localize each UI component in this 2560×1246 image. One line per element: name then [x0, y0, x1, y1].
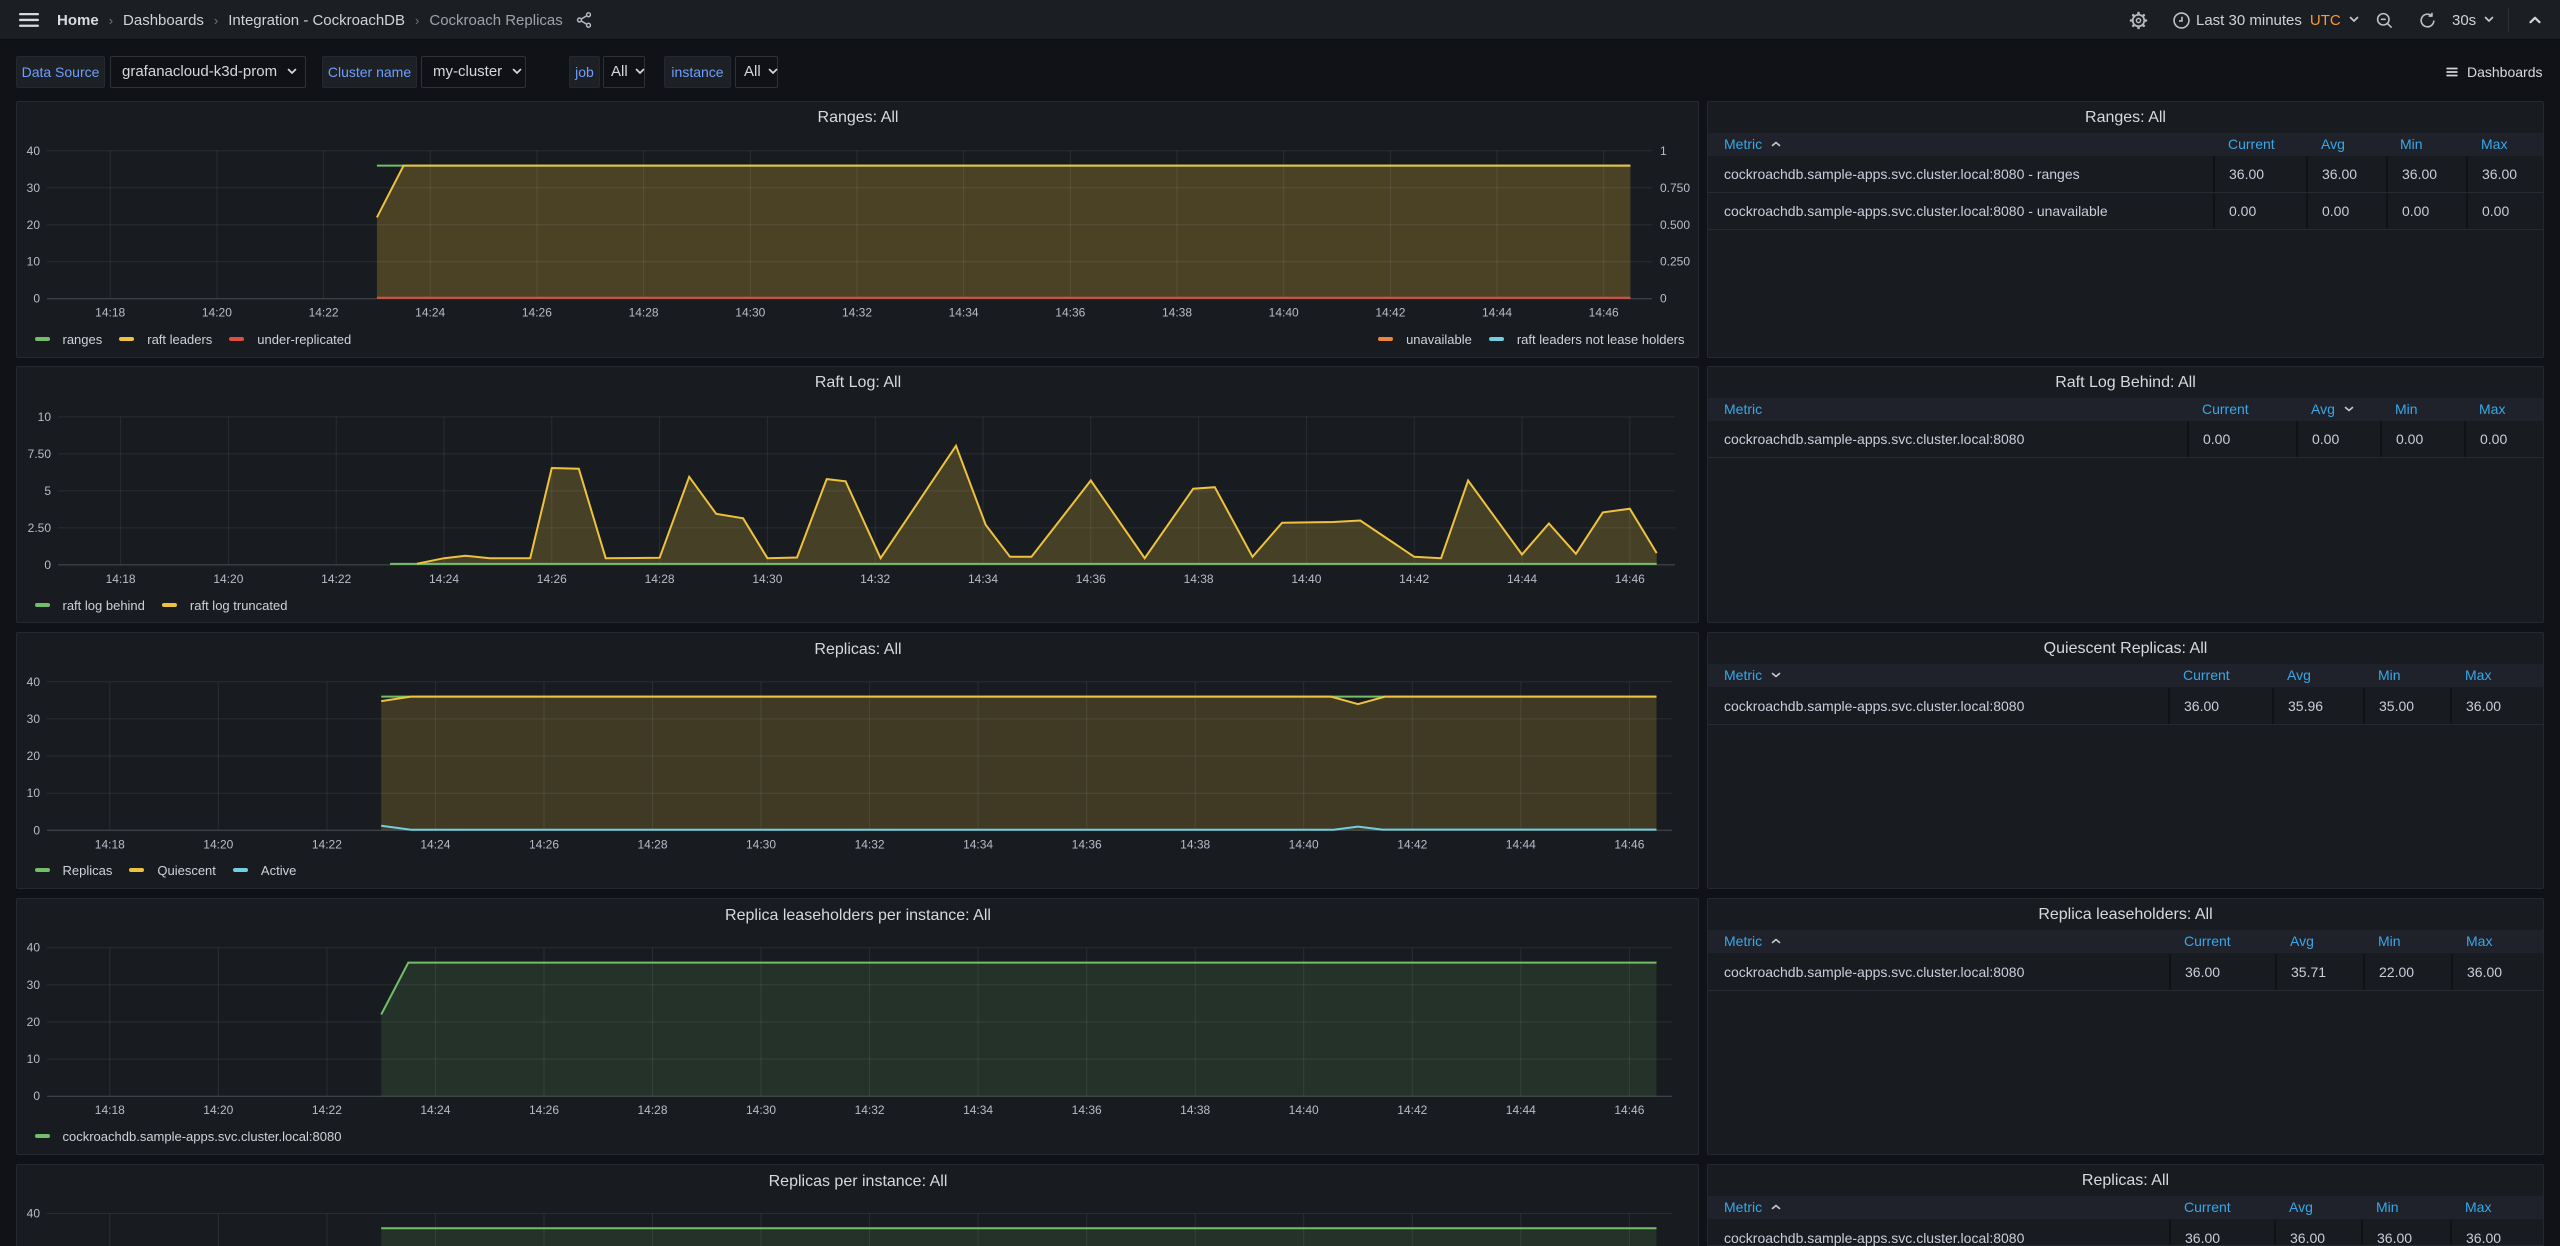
svg-text:14:26: 14:26 [537, 572, 567, 586]
svg-text:Raft Log: All: Raft Log: All [815, 374, 901, 391]
svg-text:14:46: 14:46 [1614, 1103, 1644, 1117]
svg-text:0: 0 [1660, 292, 1667, 306]
svg-text:14:36: 14:36 [1072, 1103, 1102, 1117]
svg-text:40: 40 [27, 674, 41, 688]
svg-text:0: 0 [33, 292, 40, 306]
svg-text:14:36: 14:36 [1072, 837, 1102, 851]
svg-text:14:36: 14:36 [1076, 572, 1106, 586]
svg-text:1: 1 [1660, 144, 1667, 158]
svg-text:14:42: 14:42 [1397, 837, 1427, 851]
svg-text:14:40: 14:40 [1291, 572, 1321, 586]
svg-text:0.500: 0.500 [1660, 218, 1690, 232]
svg-text:20: 20 [27, 749, 41, 763]
svg-text:Replicas per instance: All: Replicas per instance: All [769, 1173, 948, 1190]
svg-text:14:32: 14:32 [855, 837, 885, 851]
svg-text:14:32: 14:32 [842, 306, 872, 320]
svg-text:14:44: 14:44 [1506, 1103, 1536, 1117]
svg-text:14:30: 14:30 [746, 1103, 776, 1117]
svg-text:0: 0 [44, 558, 51, 572]
svg-text:40: 40 [27, 144, 41, 158]
svg-text:Replicas: All: Replicas: All [814, 641, 901, 658]
svg-text:5: 5 [44, 484, 51, 498]
svg-text:14:30: 14:30 [746, 837, 776, 851]
svg-text:14:20: 14:20 [202, 306, 232, 320]
svg-text:14:24: 14:24 [415, 306, 445, 320]
svg-text:0: 0 [33, 823, 40, 837]
svg-text:14:34: 14:34 [963, 1103, 993, 1117]
svg-text:0.750: 0.750 [1660, 181, 1690, 195]
svg-text:14:32: 14:32 [855, 1103, 885, 1117]
svg-text:14:36: 14:36 [1055, 306, 1085, 320]
svg-text:0.250: 0.250 [1660, 255, 1690, 269]
svg-text:14:22: 14:22 [312, 1103, 342, 1117]
svg-text:Ranges: All: Ranges: All [818, 109, 899, 126]
svg-text:14:38: 14:38 [1180, 1103, 1210, 1117]
svg-text:14:46: 14:46 [1615, 572, 1645, 586]
svg-text:40: 40 [27, 1206, 41, 1220]
svg-text:14:22: 14:22 [312, 837, 342, 851]
svg-text:14:18: 14:18 [95, 837, 125, 851]
svg-text:7.50: 7.50 [28, 447, 52, 461]
svg-text:2.50: 2.50 [28, 521, 52, 535]
svg-text:10: 10 [27, 255, 41, 269]
svg-text:14:28: 14:28 [637, 837, 667, 851]
svg-text:10: 10 [38, 410, 52, 424]
svg-text:14:46: 14:46 [1614, 837, 1644, 851]
svg-text:14:32: 14:32 [860, 572, 890, 586]
svg-text:30: 30 [27, 711, 41, 725]
svg-text:10: 10 [27, 1052, 41, 1066]
svg-text:14:28: 14:28 [637, 1103, 667, 1117]
svg-text:14:30: 14:30 [752, 572, 782, 586]
svg-text:14:34: 14:34 [949, 306, 979, 320]
svg-text:14:42: 14:42 [1397, 1103, 1427, 1117]
svg-text:14:46: 14:46 [1589, 306, 1619, 320]
svg-text:14:18: 14:18 [95, 306, 125, 320]
svg-text:40: 40 [27, 940, 41, 954]
svg-text:14:22: 14:22 [309, 306, 339, 320]
svg-text:14:26: 14:26 [529, 1103, 559, 1117]
svg-text:14:30: 14:30 [735, 306, 765, 320]
svg-text:Replica leaseholders per insta: Replica leaseholders per instance: All [725, 907, 991, 924]
svg-text:14:24: 14:24 [429, 572, 459, 586]
svg-text:10: 10 [27, 786, 41, 800]
svg-text:14:18: 14:18 [95, 1103, 125, 1117]
svg-text:14:20: 14:20 [203, 1103, 233, 1117]
svg-text:14:34: 14:34 [963, 837, 993, 851]
svg-text:0: 0 [33, 1089, 40, 1103]
svg-text:14:40: 14:40 [1289, 837, 1319, 851]
svg-text:20: 20 [27, 1015, 41, 1029]
svg-text:14:34: 14:34 [968, 572, 998, 586]
svg-text:30: 30 [27, 181, 41, 195]
svg-text:14:38: 14:38 [1180, 837, 1210, 851]
svg-text:14:40: 14:40 [1289, 1103, 1319, 1117]
svg-text:14:38: 14:38 [1184, 572, 1214, 586]
svg-text:14:26: 14:26 [529, 837, 559, 851]
svg-text:14:38: 14:38 [1162, 306, 1192, 320]
svg-text:14:24: 14:24 [420, 1103, 450, 1117]
svg-text:14:20: 14:20 [203, 837, 233, 851]
svg-text:14:42: 14:42 [1399, 572, 1429, 586]
svg-text:20: 20 [27, 218, 41, 232]
svg-text:14:18: 14:18 [106, 572, 136, 586]
svg-text:14:22: 14:22 [321, 572, 351, 586]
svg-text:14:28: 14:28 [629, 306, 659, 320]
svg-text:14:20: 14:20 [213, 572, 243, 586]
svg-text:14:26: 14:26 [522, 306, 552, 320]
svg-text:14:40: 14:40 [1269, 306, 1299, 320]
svg-text:14:44: 14:44 [1482, 306, 1512, 320]
svg-text:14:44: 14:44 [1506, 837, 1536, 851]
svg-text:30: 30 [27, 977, 41, 991]
svg-text:14:44: 14:44 [1507, 572, 1537, 586]
svg-text:14:42: 14:42 [1375, 306, 1405, 320]
svg-text:14:28: 14:28 [645, 572, 675, 586]
svg-text:14:24: 14:24 [420, 837, 450, 851]
